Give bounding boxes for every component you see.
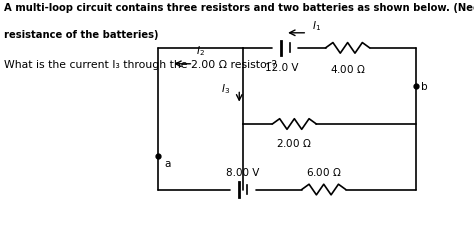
Text: $I_1$: $I_1$ bbox=[312, 19, 321, 33]
Text: 12.0 V: 12.0 V bbox=[265, 63, 298, 73]
Text: $I_2$: $I_2$ bbox=[196, 44, 205, 57]
Text: a: a bbox=[164, 158, 170, 168]
Text: $I_3$: $I_3$ bbox=[221, 82, 230, 96]
Text: A multi-loop circuit contains three resistors and two batteries as shown below. : A multi-loop circuit contains three resi… bbox=[4, 3, 474, 13]
Text: resistance of the batteries): resistance of the batteries) bbox=[4, 30, 158, 40]
Text: 6.00 $\Omega$: 6.00 $\Omega$ bbox=[306, 165, 342, 177]
Text: 2.00 $\Omega$: 2.00 $\Omega$ bbox=[276, 137, 312, 149]
Text: 8.00 V: 8.00 V bbox=[226, 167, 260, 177]
Text: b: b bbox=[421, 82, 428, 92]
Text: 4.00 $\Omega$: 4.00 $\Omega$ bbox=[330, 63, 365, 75]
Text: What is the current I₃ through the 2.00 Ω resistor?: What is the current I₃ through the 2.00 … bbox=[4, 60, 277, 69]
